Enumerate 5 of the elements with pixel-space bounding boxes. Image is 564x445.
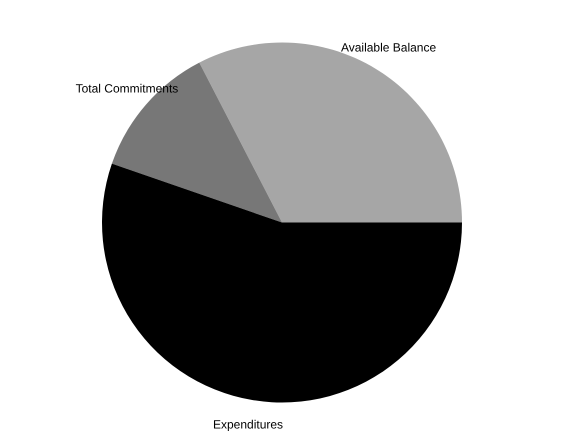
slice-label: Total Commitments	[76, 81, 178, 96]
slice-label: Expenditures	[213, 418, 284, 432]
pie-slice	[102, 164, 462, 402]
slice-label: Available Balance	[340, 40, 436, 54]
pie-slice	[199, 42, 462, 222]
